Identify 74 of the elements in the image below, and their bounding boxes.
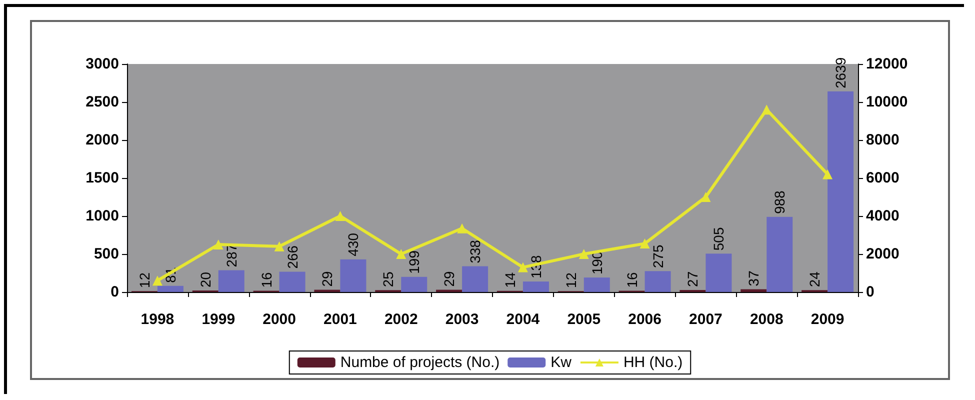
point: [335, 211, 346, 221]
data-label: 16: [258, 272, 274, 288]
bar: [462, 266, 488, 292]
y-tick-label: 0: [110, 284, 119, 300]
x-tick-label: 2005: [567, 311, 601, 328]
bar: [706, 254, 732, 292]
bar: [279, 272, 306, 292]
data-label: 199: [406, 250, 422, 274]
point: [700, 192, 711, 202]
data-label: 2639: [832, 57, 849, 88]
y2-tick-label: 10000: [866, 94, 908, 110]
y2-tick-label: 8000: [866, 132, 900, 148]
x-tick-label: 2007: [689, 311, 722, 328]
y2-tick-label: 2000: [866, 246, 900, 262]
x-tick-label: 2000: [262, 311, 296, 328]
data-label: 20: [197, 272, 214, 288]
point: [518, 262, 528, 272]
data-label: 24: [806, 271, 823, 288]
data-label: 430: [345, 232, 362, 256]
data-label: 266: [284, 245, 300, 269]
y2-tick-label: 0: [866, 284, 874, 300]
data-label: 29: [319, 271, 336, 287]
x-tick-label: 2009: [810, 311, 844, 328]
point: [396, 249, 406, 259]
legend-label: Kw: [550, 354, 572, 371]
bar: [401, 276, 428, 292]
bar: [522, 282, 549, 292]
x-tick-label: 2006: [628, 311, 662, 328]
x-tick-label: 2004: [506, 311, 540, 328]
bar: [584, 278, 610, 292]
point: [578, 249, 589, 259]
data-label: 16: [624, 272, 640, 288]
data-label: 988: [772, 190, 788, 214]
data-label: 275: [650, 244, 666, 268]
y-tick-label: 3000: [86, 56, 119, 72]
legend-label: Numbe of projects (No.): [340, 354, 500, 371]
point: [457, 223, 468, 234]
data-label: 25: [380, 271, 396, 288]
y-tick-label: 500: [94, 246, 119, 262]
bar: [218, 270, 244, 292]
x-tick-label: 1998: [140, 311, 174, 328]
y2-tick-label: 6000: [866, 170, 900, 186]
point: [152, 276, 162, 286]
legend-label: HH (No.): [623, 354, 683, 371]
y2-tick-label: 12000: [866, 56, 908, 72]
x-tick-label: 2001: [324, 311, 357, 328]
x-tick-label: 1999: [202, 311, 236, 328]
y-tick-label: 1500: [86, 170, 119, 186]
data-label: 29: [441, 271, 458, 287]
point: [640, 238, 650, 249]
data-label: 12: [562, 272, 579, 288]
bar: [644, 271, 671, 292]
point: [822, 169, 833, 180]
point: [274, 241, 284, 252]
y-tick-label: 1000: [86, 208, 119, 224]
bar: [340, 259, 366, 292]
bar: [828, 91, 854, 292]
y-tick-label: 2000: [86, 132, 119, 148]
point: [213, 240, 224, 250]
x-tick-label: 2002: [384, 311, 418, 328]
data-label: 14: [502, 272, 518, 288]
data-label: 338: [467, 240, 484, 264]
x-tick-label: 2008: [750, 311, 784, 328]
bar: [766, 216, 793, 292]
data-label: 12: [136, 272, 152, 288]
data-label: 505: [710, 227, 727, 251]
data-label: 287: [223, 244, 240, 268]
data-label: 37: [746, 270, 762, 286]
data-label: 27: [684, 271, 701, 287]
y2-tick-label: 4000: [866, 208, 900, 224]
y-tick-label: 2500: [86, 94, 119, 110]
bar: [157, 286, 184, 292]
x-tick-label: 2003: [445, 311, 479, 328]
bar: [740, 289, 767, 292]
